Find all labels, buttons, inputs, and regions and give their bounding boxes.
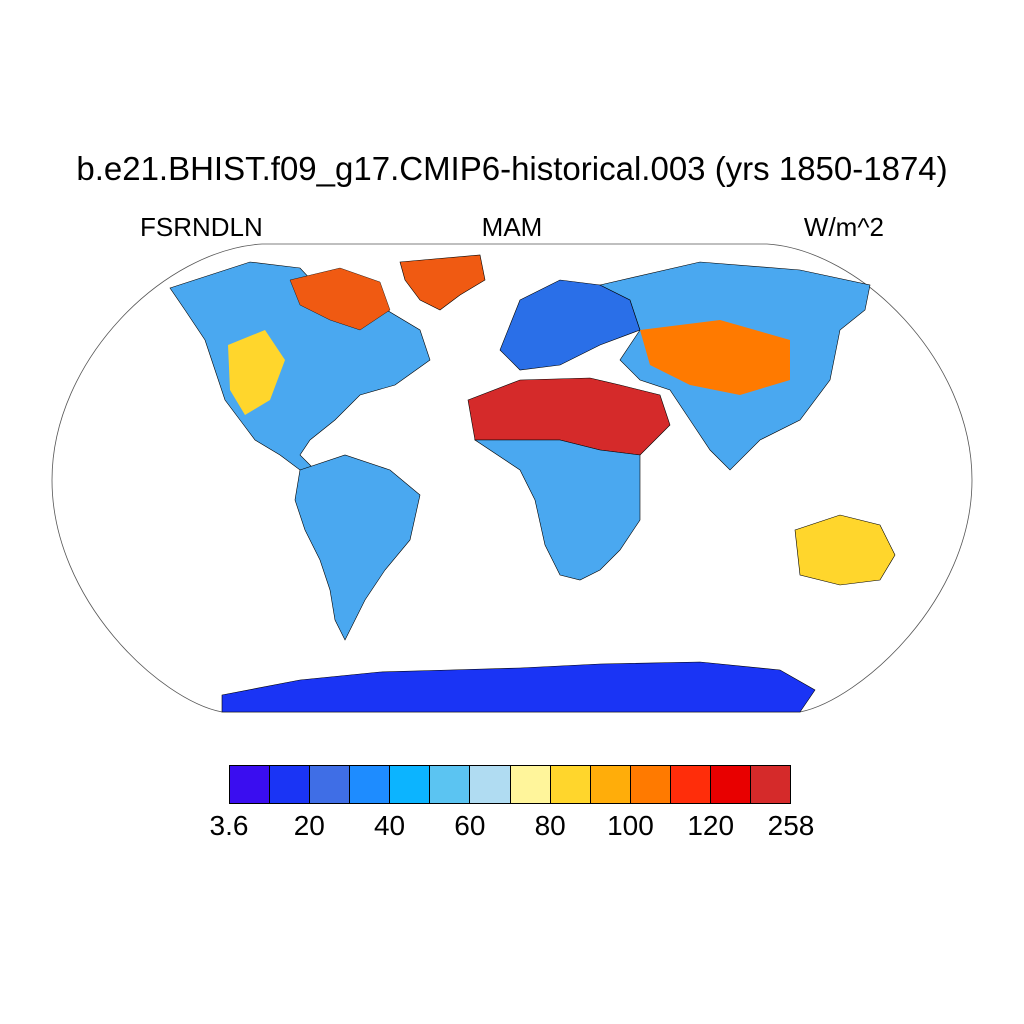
colorbar-label: 60 <box>454 810 486 841</box>
colorbar-box-7 <box>510 766 551 803</box>
europe <box>499 279 641 371</box>
map-title: b.e21.BHIST.f09_g17.CMIP6-historical.003… <box>76 150 948 187</box>
asia-warm-area <box>640 320 790 395</box>
colorbar-box-11 <box>670 766 711 803</box>
canada-warm-area <box>289 267 391 331</box>
africa <box>474 439 641 581</box>
colorbar-box-9 <box>590 766 631 803</box>
australia <box>794 514 896 586</box>
colorbar-box-1 <box>270 766 311 803</box>
colorbar-box-4 <box>390 766 431 803</box>
us-southwest-warm-area <box>228 330 285 415</box>
greenland <box>399 254 486 311</box>
colorbar-box-2 <box>310 766 351 803</box>
colorbar-box-6 <box>470 766 511 803</box>
colorbar-label: 3.6 <box>209 810 249 841</box>
colorbar-box-5 <box>430 766 471 803</box>
colorbar-label: 120 <box>687 810 735 841</box>
south-america <box>294 454 421 641</box>
colorbar-label: 80 <box>534 810 566 841</box>
colorbar <box>229 765 791 804</box>
colorbar-label: 40 <box>373 810 406 841</box>
units-label: W/m^2 <box>803 212 884 242</box>
colorbar-box-10 <box>630 766 671 803</box>
colorbar-label: 100 <box>607 810 654 841</box>
antarctica <box>221 661 816 713</box>
colorbar-box-13 <box>751 766 791 803</box>
variable-label: FSRNDLN <box>140 212 263 242</box>
colorbar-box-0 <box>230 766 271 803</box>
colorbar-box-3 <box>350 766 391 803</box>
colorbar-box-8 <box>550 766 591 803</box>
colorbar-box-12 <box>710 766 752 803</box>
season-label: MAM <box>481 212 543 242</box>
colorbar-label: 20 <box>293 810 325 841</box>
colorbar-label: 258 <box>767 810 815 841</box>
